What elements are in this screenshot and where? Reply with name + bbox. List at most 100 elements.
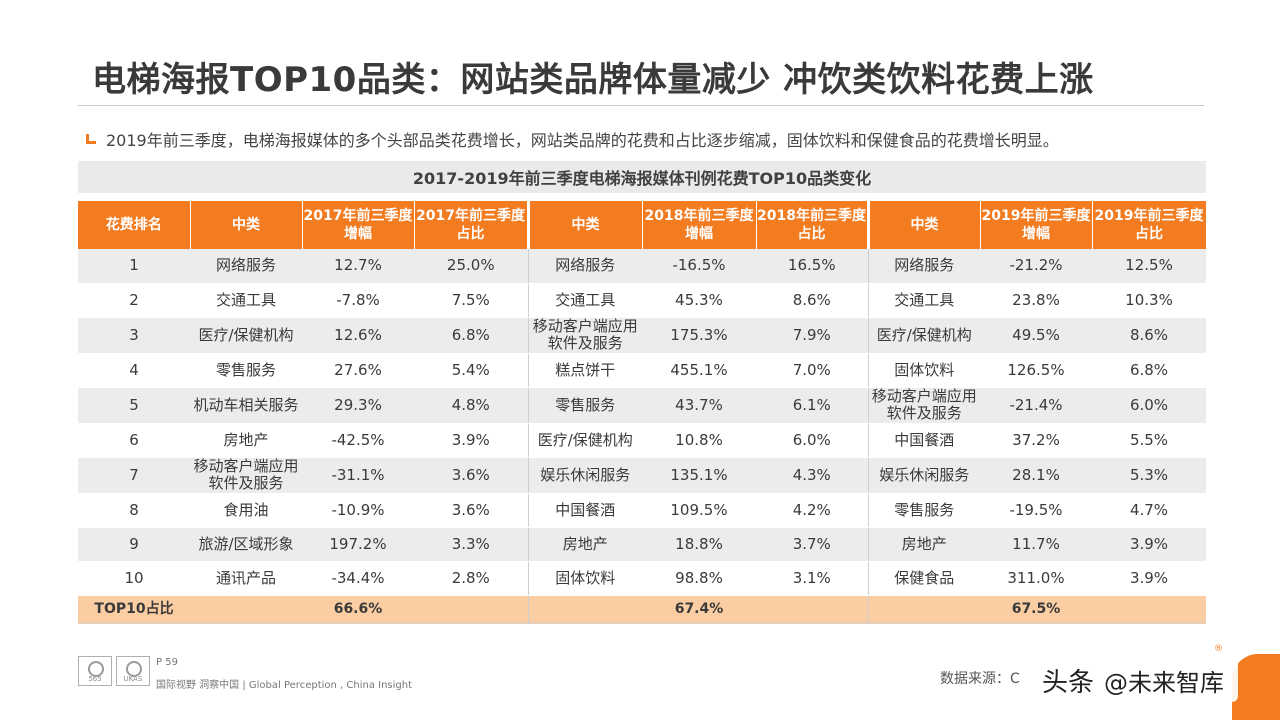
seal-icon	[88, 661, 104, 677]
table-row: 8 食用油 -10.9% 3.6% 中国餐酒 109.5% 4.2% 零售服务 …	[78, 493, 1206, 528]
category-2018-cell: 中国餐酒	[528, 493, 642, 528]
share-2019-cell: 12.5%	[1092, 249, 1206, 284]
share-2019-cell: 5.3%	[1092, 457, 1206, 494]
category-2018-cell: 固体饮料	[528, 561, 642, 596]
growth-2018-cell: 135.1%	[642, 457, 756, 494]
header-growth-2018: 2018年前三季度增幅	[642, 201, 757, 249]
share-2019-cell: 5.5%	[1092, 423, 1206, 458]
category-2017-cell: 零售服务	[190, 353, 302, 388]
share-2019-cell: 3.9%	[1092, 561, 1206, 596]
growth-2019-cell: 126.5%	[980, 353, 1092, 388]
table-bottom-divider	[78, 622, 1206, 623]
growth-2019-cell: -21.4%	[980, 387, 1092, 424]
growth-2017-cell: 12.6%	[302, 317, 414, 354]
brand-corner-logo	[1232, 654, 1280, 720]
header-growth-2017: 2017年前三季度增幅	[302, 201, 415, 249]
header-category-2017: 中类	[190, 201, 303, 249]
growth-2018-cell: -16.5%	[642, 249, 756, 284]
header-share-2018: 2018年前三季度占比	[756, 201, 870, 249]
rank-cell: 7	[78, 457, 190, 494]
rank-cell: 2	[78, 283, 190, 318]
share-2019-cell: 10.3%	[1092, 283, 1206, 318]
footer-slogan: 国际视野 洞察中国 | Global Perception , China In…	[156, 680, 413, 691]
category-2017-cell: 网络服务	[190, 249, 302, 284]
category-2017-cell: 医疗/保健机构	[190, 317, 302, 354]
share-2019-cell: 6.8%	[1092, 353, 1206, 388]
table-row: 5 机动车相关服务 29.3% 4.8% 零售服务 43.7% 6.1% 移动客…	[78, 387, 1206, 424]
growth-2019-cell: 23.8%	[980, 283, 1092, 318]
category-2019-cell: 房地产	[868, 527, 980, 562]
category-2018-cell: 糕点饼干	[528, 353, 642, 388]
header-share-2019: 2019年前三季度占比	[1092, 201, 1207, 249]
table-row: 6 房地产 -42.5% 3.9% 医疗/保健机构 10.8% 6.0% 中国餐…	[78, 423, 1206, 458]
share-2019-cell: 6.0%	[1092, 387, 1206, 424]
category-2019-cell: 移动客户端应用软件及服务	[868, 387, 980, 424]
category-2019-cell: 固体饮料	[868, 353, 980, 388]
data-source: 数据来源：C	[940, 671, 1020, 687]
growth-2019-cell: -21.2%	[980, 249, 1092, 284]
category-2017-cell: 交通工具	[190, 283, 302, 318]
growth-2017-cell: 29.3%	[302, 387, 414, 424]
summary-bullet: 2019年前三季度，电梯海报媒体的多个头部品类花费增长，网站类品牌的花费和占比逐…	[86, 126, 1059, 152]
certification-logo: 565	[78, 656, 112, 686]
share-2017-cell: 4.8%	[414, 387, 529, 424]
growth-2018-cell: 18.8%	[642, 527, 756, 562]
table-row: 9 旅游/区域形象 197.2% 3.3% 房地产 18.8% 3.7% 房地产…	[78, 527, 1206, 562]
category-2017-cell: 食用油	[190, 493, 302, 528]
growth-2017-cell: 197.2%	[302, 527, 414, 562]
rank-cell: 3	[78, 317, 190, 354]
page-number: P 59	[156, 657, 178, 668]
share-2017-cell: 3.3%	[414, 527, 529, 562]
header-rank: 花费排名	[78, 201, 191, 249]
share-2019-cell: 4.7%	[1092, 493, 1206, 528]
header-share-2017: 2017年前三季度占比	[414, 201, 530, 249]
category-2019-cell: 保健食品	[868, 561, 980, 596]
ukas-logo: UKAS	[116, 656, 150, 686]
total-2019-value: 67.5%	[980, 595, 1092, 625]
watermark-brand: 头条	[1042, 667, 1095, 698]
category-2017-cell: 旅游/区域形象	[190, 527, 302, 562]
category-2018-cell: 移动客户端应用软件及服务	[528, 317, 642, 354]
rank-cell: 1	[78, 249, 190, 284]
growth-2018-cell: 455.1%	[642, 353, 756, 388]
growth-2018-cell: 98.8%	[642, 561, 756, 596]
category-2018-cell: 零售服务	[528, 387, 642, 424]
header-category-2019: 中类	[868, 201, 981, 249]
total-2017-value: 66.6%	[302, 595, 414, 625]
growth-2018-cell: 10.8%	[642, 423, 756, 458]
share-2018-cell: 7.9%	[756, 317, 869, 354]
registered-mark: ®	[1214, 644, 1223, 654]
category-2019-cell: 医疗/保健机构	[868, 317, 980, 354]
category-2019-cell: 零售服务	[868, 493, 980, 528]
share-2017-cell: 3.6%	[414, 457, 529, 494]
growth-2017-cell: -31.1%	[302, 457, 414, 494]
table-row: 4 零售服务 27.6% 5.4% 糕点饼干 455.1% 7.0% 固体饮料 …	[78, 353, 1206, 388]
growth-2017-cell: -42.5%	[302, 423, 414, 458]
growth-2018-cell: 45.3%	[642, 283, 756, 318]
category-2017-cell: 机动车相关服务	[190, 387, 302, 424]
share-2017-cell: 3.9%	[414, 423, 529, 458]
growth-2019-cell: -19.5%	[980, 493, 1092, 528]
share-2017-cell: 2.8%	[414, 561, 529, 596]
certification-logos: 565 UKAS	[78, 656, 150, 686]
top10-category-table: 花费排名 中类 2017年前三季度增幅 2017年前三季度占比 中类 2018年…	[78, 201, 1207, 625]
bullet-square-icon	[86, 134, 96, 144]
share-2019-cell: 3.9%	[1092, 527, 1206, 562]
growth-2017-cell: -7.8%	[302, 283, 414, 318]
rank-cell: 6	[78, 423, 190, 458]
table-caption: 2017-2019年前三季度电梯海报媒体刊例花费TOP10品类变化	[78, 161, 1206, 193]
total-label: TOP10占比	[78, 595, 190, 625]
total-row: TOP10占比 66.6% 67.4% 67.5%	[78, 595, 1206, 625]
share-2018-cell: 16.5%	[756, 249, 869, 284]
share-2018-cell: 7.0%	[756, 353, 869, 388]
category-2018-cell: 交通工具	[528, 283, 642, 318]
page-title: 电梯海报TOP10品类：网站类品牌体量减少 冲饮类饮料花费上涨	[92, 60, 1094, 100]
category-2018-cell: 娱乐休闲服务	[528, 457, 642, 494]
category-2018-cell: 房地产	[528, 527, 642, 562]
share-2017-cell: 5.4%	[414, 353, 529, 388]
growth-2019-cell: 49.5%	[980, 317, 1092, 354]
rank-cell: 4	[78, 353, 190, 388]
growth-2018-cell: 109.5%	[642, 493, 756, 528]
watermark-handle: @未来智库	[1104, 668, 1225, 697]
crown-icon	[126, 661, 142, 677]
